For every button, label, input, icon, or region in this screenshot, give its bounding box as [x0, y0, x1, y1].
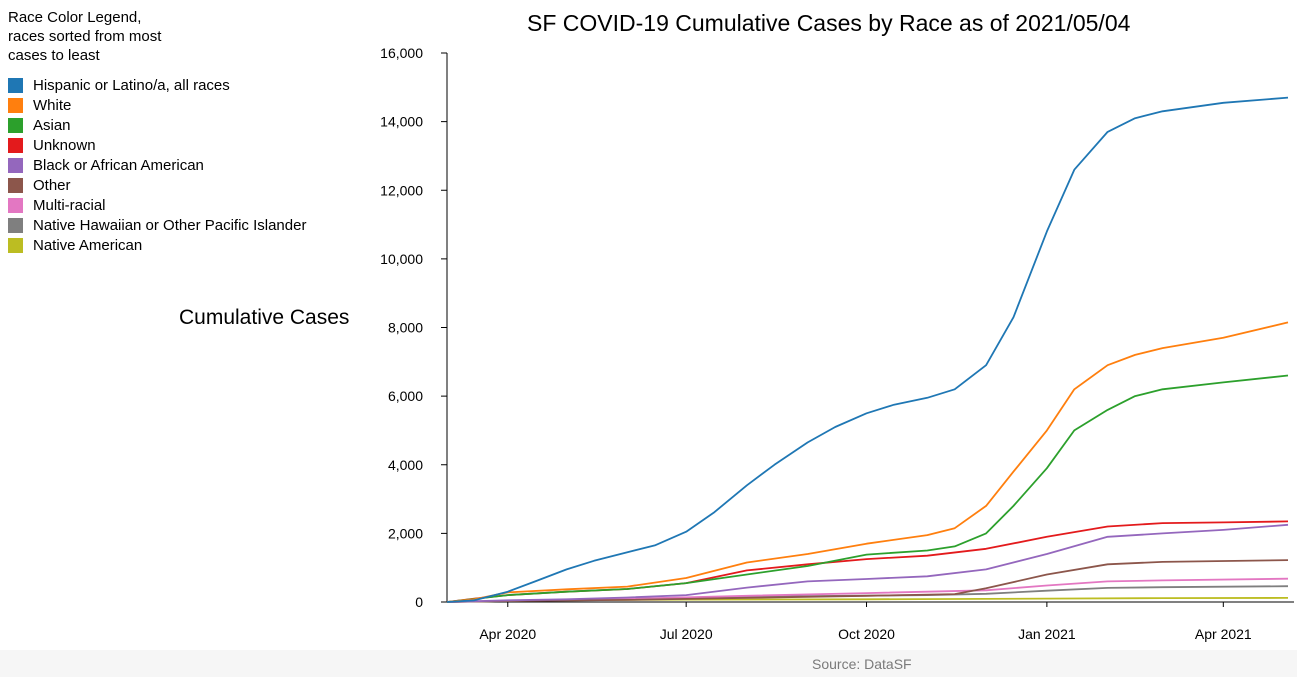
- legend-swatch: [8, 198, 23, 214]
- y-tick-label: 2,000: [388, 525, 423, 541]
- legend-swatch: [8, 178, 23, 194]
- y-tick-label: 14,000: [380, 114, 423, 130]
- source-note: Source: DataSF: [812, 656, 912, 672]
- legend-item: Unknown: [8, 135, 306, 155]
- legend-label: Native Hawaiian or Other Pacific Islande…: [33, 217, 307, 235]
- legend-item: Other: [8, 175, 306, 195]
- legend-list: Hispanic or Latino/a, all races White Asia…: [8, 75, 306, 256]
- y-tick-label: 12,000: [380, 182, 423, 198]
- legend-swatch: [8, 137, 23, 153]
- y-axis-label: Cumulative Cases: [179, 306, 350, 329]
- legend-label: Asian: [33, 116, 71, 134]
- y-tick-label: 16,000: [380, 45, 423, 61]
- legend-label: Unknown: [33, 136, 96, 154]
- legend-item: Asian: [8, 115, 306, 135]
- chart-axes: 0 2,000 4,000 6,000 8,000 10,000 12,000 14,000 1…: [380, 45, 1294, 642]
- legend-item: Multi-racial: [8, 196, 306, 216]
- series-line: [446, 559, 1289, 603]
- y-tick-label: 4,000: [388, 457, 423, 473]
- legend-swatch: [8, 77, 23, 93]
- legend-title: Race Color Legend, races sorted from mos…: [8, 9, 162, 64]
- legend-label: Multi-racial: [33, 197, 106, 215]
- series-line: [446, 523, 1289, 603]
- x-tick-label: Jan 2021: [1018, 626, 1076, 642]
- legend-item: Black or African American: [8, 155, 306, 175]
- y-tick-label: 10,000: [380, 251, 423, 267]
- legend-label: White: [33, 96, 72, 114]
- series-line: [446, 321, 1289, 603]
- legend-label: Other: [33, 177, 71, 195]
- x-tick-label: Oct 2020: [838, 626, 895, 642]
- y-tick-label: 6,000: [388, 388, 423, 404]
- y-tick-label: 0: [415, 594, 423, 610]
- legend-swatch: [8, 117, 23, 133]
- y-tick-label: 8,000: [388, 320, 423, 336]
- legend-item: Native American: [8, 236, 306, 256]
- series-line: [446, 96, 1289, 603]
- x-tick-label: Jul 2020: [660, 626, 713, 642]
- series-line: [446, 374, 1289, 603]
- legend-swatch: [8, 97, 23, 113]
- legend-item: Native Hawaiian or Other Pacific Islande…: [8, 216, 306, 236]
- legend-label: Hispanic or Latino/a, all races: [33, 76, 230, 94]
- legend-item: Hispanic or Latino/a, all races: [8, 75, 306, 95]
- chart-series: [446, 96, 1289, 603]
- x-tick-label: Apr 2021: [1195, 626, 1252, 642]
- legend-item: White: [8, 95, 306, 115]
- legend-swatch: [8, 218, 23, 234]
- legend-label: Black or African American: [33, 156, 204, 174]
- chart-title: SF COVID-19 Cumulative Cases by Race as …: [527, 10, 1131, 36]
- footer-band: [0, 650, 1297, 677]
- legend-swatch: [8, 238, 23, 254]
- legend-swatch: [8, 157, 23, 173]
- legend-label: Native American: [33, 237, 143, 255]
- legend: Race Color Legend, races sorted from mos…: [8, 8, 306, 256]
- x-tick-label: Apr 2020: [479, 626, 536, 642]
